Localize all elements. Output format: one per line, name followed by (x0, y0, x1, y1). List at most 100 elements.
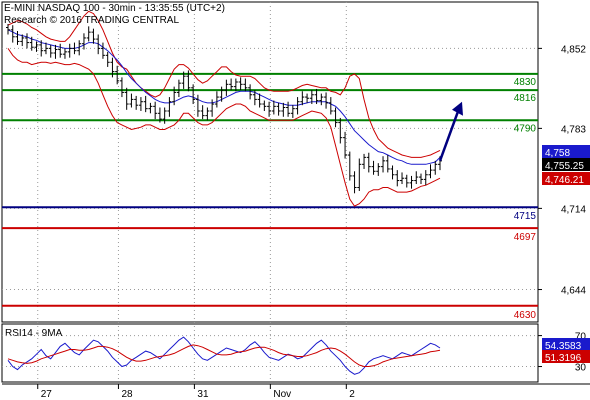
time-tick-label: 31 (197, 389, 209, 400)
rsi-tick-label: 70 (575, 332, 587, 343)
price-bar (229, 78, 234, 91)
resistance-label-4790: 4790 (514, 123, 537, 134)
price-bar (362, 153, 367, 169)
price-bar (176, 79, 181, 98)
price-bar (238, 77, 243, 91)
bollinger-upper-band (7, 10, 441, 158)
price-bar (219, 86, 224, 102)
price-bar (357, 158, 362, 191)
price-bar (419, 173, 424, 185)
price-bar (314, 88, 319, 105)
price-bar (129, 93, 134, 108)
price-bar (134, 95, 139, 110)
rsi-tag-box (542, 350, 590, 363)
price-bar (385, 155, 390, 173)
price-bar (347, 151, 352, 181)
price-bar (290, 105, 295, 118)
price-bar (328, 97, 333, 115)
price-bar (395, 170, 400, 187)
price-bar (6, 24, 10, 35)
price-bar (195, 94, 200, 117)
price-bar (186, 70, 191, 92)
price-bar (115, 65, 120, 85)
time-tick-label: Nov (273, 389, 291, 400)
price-bar (191, 84, 196, 105)
price-bar (428, 164, 433, 179)
price-bar (252, 90, 257, 106)
price-bar (214, 91, 219, 108)
price-bar (58, 43, 63, 58)
price-bar (381, 156, 386, 173)
rsi-tag-box (542, 338, 590, 351)
price-tick-label: 4,714 (561, 204, 586, 215)
price-bar (153, 101, 158, 120)
rsi-tag-label: 51.3196 (545, 353, 582, 364)
price-bar (148, 102, 153, 114)
price-bar (72, 42, 77, 55)
price-bar (43, 42, 48, 55)
price-bar (15, 30, 20, 45)
rsi-series-rsi14 (7, 336, 441, 375)
price-bar (400, 172, 405, 185)
price-bar (305, 93, 310, 103)
price-bar (67, 43, 72, 58)
rsi-panel-frame (1, 323, 539, 383)
price-bar (352, 171, 357, 194)
price-bar (433, 160, 438, 175)
price-bar (48, 44, 53, 58)
time-tick-label: 2 (349, 389, 355, 400)
price-bar (181, 71, 186, 89)
support-label-4697: 4697 (514, 232, 537, 243)
price-bar (343, 131, 348, 159)
price-bar (157, 107, 162, 123)
price-bar (124, 87, 129, 110)
forecast-arrow-shaft (438, 108, 461, 162)
price-bar (200, 105, 205, 120)
price-bar (105, 51, 110, 67)
price-bar (39, 40, 44, 57)
price-bar (262, 100, 267, 111)
price-bar (162, 107, 167, 124)
price-tick-label: 4,644 (561, 286, 586, 297)
price-bar (248, 84, 253, 100)
price-bar (295, 97, 300, 115)
price-bar (77, 40, 82, 56)
price-bar (286, 101, 291, 117)
price-bar (338, 117, 343, 144)
price-bar (267, 101, 272, 117)
support-label-4715: 4715 (514, 211, 537, 222)
price-bar (34, 41, 39, 52)
price-bar (119, 77, 124, 98)
price-bar (62, 48, 67, 59)
price-tick-label: 4,852 (561, 44, 586, 55)
chart-header-line2: Research © 2016 TRADING CENTRAL (4, 15, 179, 26)
price-bar (205, 107, 210, 121)
price-bar (100, 42, 105, 59)
price-bar (53, 44, 58, 59)
price-bar (366, 152, 371, 173)
price-bar (224, 79, 229, 96)
price-bar (414, 171, 419, 185)
price-bar (96, 34, 101, 55)
price-bar (423, 170, 428, 186)
price-tag-label: 4,758 (545, 148, 570, 159)
price-bar (91, 28, 96, 44)
price-bar (81, 33, 86, 50)
price-bar (309, 90, 314, 105)
price-bar (409, 175, 414, 189)
price-bar (167, 97, 172, 117)
price-bar (324, 92, 329, 109)
price-bar (143, 95, 148, 113)
price-bar (29, 36, 34, 51)
price-bar (210, 99, 215, 117)
price-bar (404, 174, 409, 188)
rsi-panel-title: RSI14 - 9MA (5, 328, 63, 339)
forecast-arrow-head (452, 101, 463, 116)
support-label-4630: 4630 (514, 310, 537, 321)
price-tag-box (542, 172, 590, 185)
rsi-tick-label: 30 (575, 363, 587, 374)
price-tag-box (542, 145, 590, 158)
price-bar (138, 97, 143, 111)
moving-average-line (7, 29, 441, 165)
